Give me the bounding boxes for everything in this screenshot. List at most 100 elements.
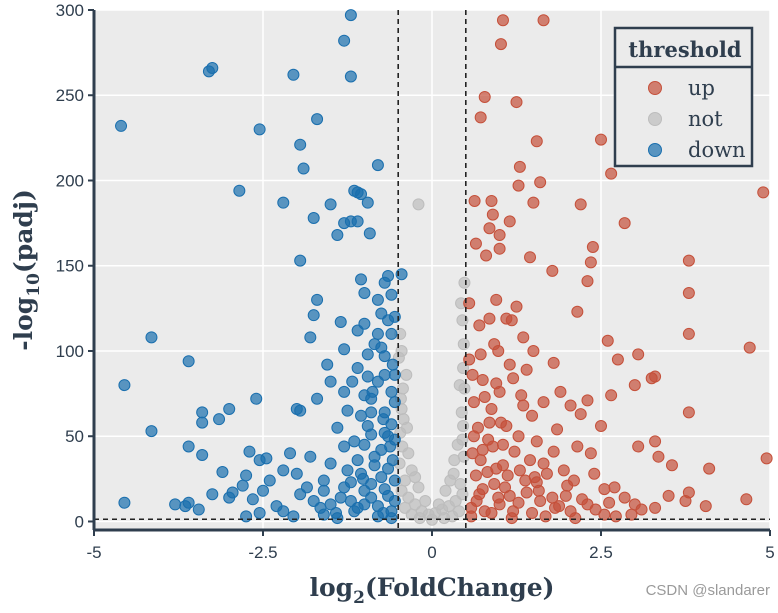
point-not [457, 420, 470, 432]
point-up [530, 435, 543, 448]
point-down [145, 331, 158, 344]
point-down [317, 474, 330, 487]
y-tick-label: 50 [65, 427, 84, 446]
point-down [371, 327, 384, 340]
point-down [361, 370, 374, 383]
point-up [760, 452, 773, 465]
point-up [490, 462, 503, 475]
point-up [530, 135, 543, 148]
point-down [317, 484, 330, 497]
point-down [341, 404, 354, 417]
point-up [468, 194, 481, 207]
point-up [486, 208, 499, 221]
point-not [409, 471, 422, 484]
point-down [378, 276, 391, 289]
point-down [182, 440, 195, 453]
point-up [589, 503, 602, 516]
point-up [496, 14, 509, 27]
point-up [532, 484, 545, 497]
point-up [564, 399, 577, 412]
point-up [574, 408, 587, 421]
point-down [365, 406, 378, 419]
point-down [307, 309, 320, 322]
point-up [649, 501, 662, 514]
point-up [605, 167, 618, 180]
point-up [537, 396, 550, 409]
point-down [307, 212, 320, 224]
point-down [304, 331, 317, 344]
point-down [385, 418, 398, 431]
legend-label-not: not [688, 107, 723, 131]
point-up [503, 215, 516, 228]
point-up [465, 510, 478, 523]
point-down [206, 488, 219, 501]
y-tick-labels: 0 50 100 150 200 250 300 [56, 1, 84, 531]
point-down [263, 474, 276, 487]
x-axis-title: log2(FoldChange) [309, 573, 554, 608]
point-down [321, 358, 334, 371]
point-down [338, 385, 351, 398]
point-down [366, 385, 379, 398]
point-up [505, 512, 518, 525]
point-up [682, 254, 695, 267]
point-down [250, 392, 263, 405]
point-not [412, 481, 425, 494]
point-down [358, 287, 371, 300]
point-down [351, 454, 364, 467]
point-up [586, 240, 599, 253]
point-down [355, 409, 368, 422]
point-not [455, 406, 468, 419]
point-up [526, 409, 539, 422]
point-up [603, 496, 616, 509]
point-down [290, 467, 303, 480]
point-not [454, 477, 467, 490]
point-up [512, 179, 525, 192]
point-up [540, 467, 553, 480]
point-up [652, 450, 665, 463]
point-not [396, 382, 409, 395]
point-down [246, 493, 259, 506]
point-down [348, 435, 361, 448]
point-up [632, 440, 645, 453]
point-down [365, 491, 378, 504]
point-not [457, 338, 470, 351]
legend-entries: up not down [648, 76, 746, 162]
point-down [351, 362, 364, 375]
point-up [561, 479, 574, 492]
point-up [553, 500, 566, 513]
point-down [371, 293, 384, 306]
point-down [378, 406, 391, 419]
point-down [314, 501, 327, 514]
point-up [559, 489, 572, 502]
data-points [115, 9, 773, 526]
point-down [240, 469, 253, 482]
point-down [277, 505, 290, 518]
point-up [571, 305, 584, 318]
point-up [505, 314, 518, 327]
point-up [493, 229, 506, 242]
point-down [196, 448, 209, 461]
y-tick-label: 100 [56, 342, 84, 361]
point-up [494, 38, 507, 51]
point-up [611, 353, 624, 366]
point-not [400, 421, 413, 434]
point-up [584, 447, 597, 460]
point-down [331, 421, 344, 434]
legend-marker-not [648, 112, 662, 126]
point-up [510, 96, 523, 109]
legend-label-up: up [688, 76, 715, 100]
point-up [488, 338, 501, 351]
point-down [375, 471, 388, 484]
point-up [485, 506, 498, 519]
point-down [206, 61, 219, 74]
point-up [699, 500, 712, 513]
legend-box [613, 26, 754, 168]
point-up [500, 420, 513, 432]
point-down [361, 196, 374, 209]
point-down [338, 481, 351, 494]
point-up [618, 491, 631, 504]
point-not [444, 474, 457, 487]
point-down [223, 402, 236, 415]
point-up [467, 396, 480, 409]
